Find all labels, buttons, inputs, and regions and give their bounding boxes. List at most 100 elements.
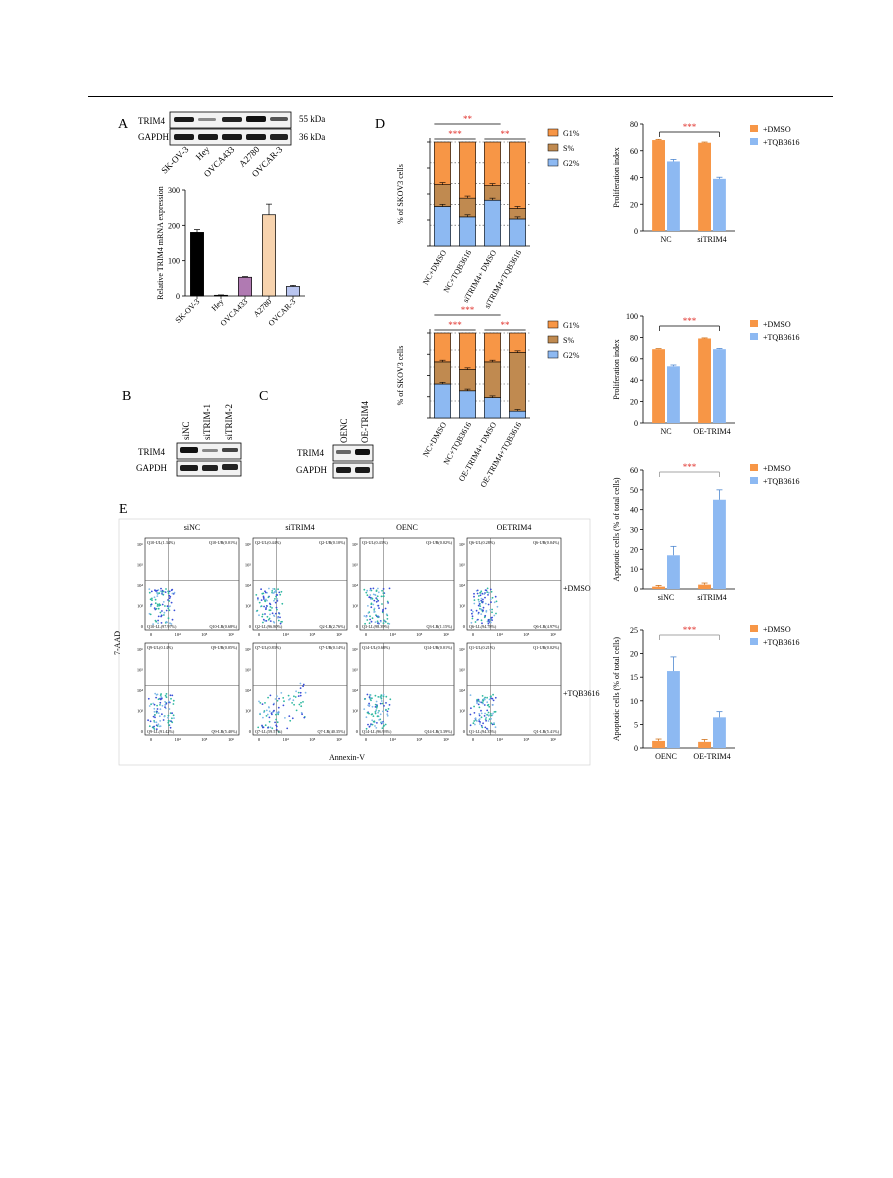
significance-label: *** xyxy=(461,305,475,315)
y-tick-label: 30 xyxy=(630,526,638,535)
flow-event-dot xyxy=(486,587,489,590)
flow-event-dot xyxy=(484,726,487,729)
flow-event-dot xyxy=(275,612,277,615)
x-tick-label: NC+DMSO xyxy=(421,420,448,458)
legend-label: +TQB3616 xyxy=(763,477,800,486)
flow-event-dot xyxy=(478,706,481,709)
flow-x-tick-label: 10⁴ xyxy=(390,632,397,637)
flow-event-dot xyxy=(378,719,380,721)
flow-event-dot xyxy=(476,702,478,705)
flow-event-dot xyxy=(493,601,496,604)
blot-c-row-trim4: TRIM4 xyxy=(297,448,325,458)
y-tick-label: 15 xyxy=(630,673,638,682)
flow-event-dot xyxy=(152,715,155,718)
flow-event-dot xyxy=(156,725,159,727)
legend-label: +DMSO xyxy=(763,464,791,473)
flow-event-dot xyxy=(378,607,380,609)
flow-event-dot xyxy=(493,614,496,617)
flow-x-tick-label: 10⁶ xyxy=(336,632,343,637)
flow-event-dot xyxy=(262,716,264,719)
flow-event-dot xyxy=(480,724,483,727)
flow-event-dot xyxy=(280,621,282,623)
flow-event-dot xyxy=(374,712,377,715)
flow-column-title: OENC xyxy=(396,523,418,532)
flow-event-dot xyxy=(154,716,156,719)
flow-event-dot xyxy=(364,622,366,625)
flow-event-dot xyxy=(278,591,281,594)
flow-event-dot xyxy=(470,621,473,624)
flow-event-dot xyxy=(371,697,373,700)
flow-event-dot xyxy=(487,711,490,714)
flow-event-dot xyxy=(473,712,476,714)
flow-event-dot xyxy=(366,693,369,696)
quadrant-label-ur: Q7-UR(0.14%) xyxy=(319,645,346,650)
flow-y-tick-label: 10³ xyxy=(137,709,144,714)
stack-segment xyxy=(509,141,526,209)
y-axis-label: Proliferation index xyxy=(612,147,621,207)
flow-event-dot xyxy=(375,700,378,703)
panel-label-b: B xyxy=(122,389,131,404)
flow-event-dot xyxy=(372,715,375,717)
flow-event-dot xyxy=(157,712,160,714)
flow-event-dot xyxy=(382,693,385,696)
flow-event-dot xyxy=(168,594,171,597)
flow-event-dot xyxy=(491,611,493,614)
flow-y-tick-label: 10⁵ xyxy=(137,668,144,673)
flow-event-dot xyxy=(473,595,475,598)
quadrant-label-ur: Q2-UR(0.10%) xyxy=(319,540,346,545)
flow-event-dot xyxy=(484,718,487,720)
bar xyxy=(667,366,680,423)
flow-event-dot xyxy=(274,721,276,724)
flow-event-dot xyxy=(372,593,375,596)
x-tick-label: NC+DMSO xyxy=(421,248,448,286)
flow-y-tick-label: 10⁶ xyxy=(459,542,466,547)
flow-event-dot xyxy=(495,600,498,603)
flow-event-dot xyxy=(480,597,483,600)
flow-event-dot xyxy=(300,701,302,704)
y-tick-label: 300 xyxy=(168,186,180,195)
blot-c-row-gapdh: GAPDH xyxy=(296,465,328,475)
flow-event-dot xyxy=(153,707,156,710)
flow-event-dot xyxy=(261,724,263,727)
legend-swatch xyxy=(547,128,559,137)
flow-event-dot xyxy=(257,726,260,729)
flow-event-dot xyxy=(273,588,276,590)
flow-event-dot xyxy=(484,596,486,599)
flow-event-dot xyxy=(264,599,266,602)
bar xyxy=(667,555,680,589)
band xyxy=(246,116,266,122)
band xyxy=(270,117,288,121)
flow-event-dot xyxy=(363,588,366,591)
legend-swatch xyxy=(750,333,758,340)
flow-event-dot xyxy=(169,712,172,714)
flow-event-dot xyxy=(265,715,268,717)
flow-event-dot xyxy=(275,728,278,731)
flow-event-dot xyxy=(269,609,272,612)
flow-event-dot xyxy=(259,712,261,715)
flow-event-dot xyxy=(483,704,486,706)
flow-event-dot xyxy=(386,614,389,617)
blot-b-row-trim4: TRIM4 xyxy=(138,447,166,457)
flow-event-dot xyxy=(477,703,480,706)
flow-event-dot xyxy=(369,594,372,596)
flow-event-dot xyxy=(377,622,379,625)
flow-event-dot xyxy=(382,608,384,611)
flow-event-dot xyxy=(371,719,374,722)
flow-y-tick-label: 0 xyxy=(463,624,466,629)
flow-event-dot xyxy=(260,599,263,601)
flow-event-dot xyxy=(487,591,490,594)
panel-label-e: E xyxy=(119,502,128,517)
flow-x-tick-label: 10⁶ xyxy=(550,632,557,637)
flow-event-dot xyxy=(167,599,169,601)
flow-event-dot xyxy=(377,616,379,619)
flow-event-dot xyxy=(265,607,267,609)
bar xyxy=(667,161,680,231)
flow-event-dot xyxy=(496,605,499,608)
y-tick-label: 100 xyxy=(168,257,180,266)
flow-event-dot xyxy=(288,698,290,701)
flow-event-dot xyxy=(375,706,378,709)
flow-event-dot xyxy=(269,613,271,616)
flow-event-dot xyxy=(471,617,474,620)
flow-event-dot xyxy=(379,702,382,705)
flow-event-dot xyxy=(302,683,305,686)
